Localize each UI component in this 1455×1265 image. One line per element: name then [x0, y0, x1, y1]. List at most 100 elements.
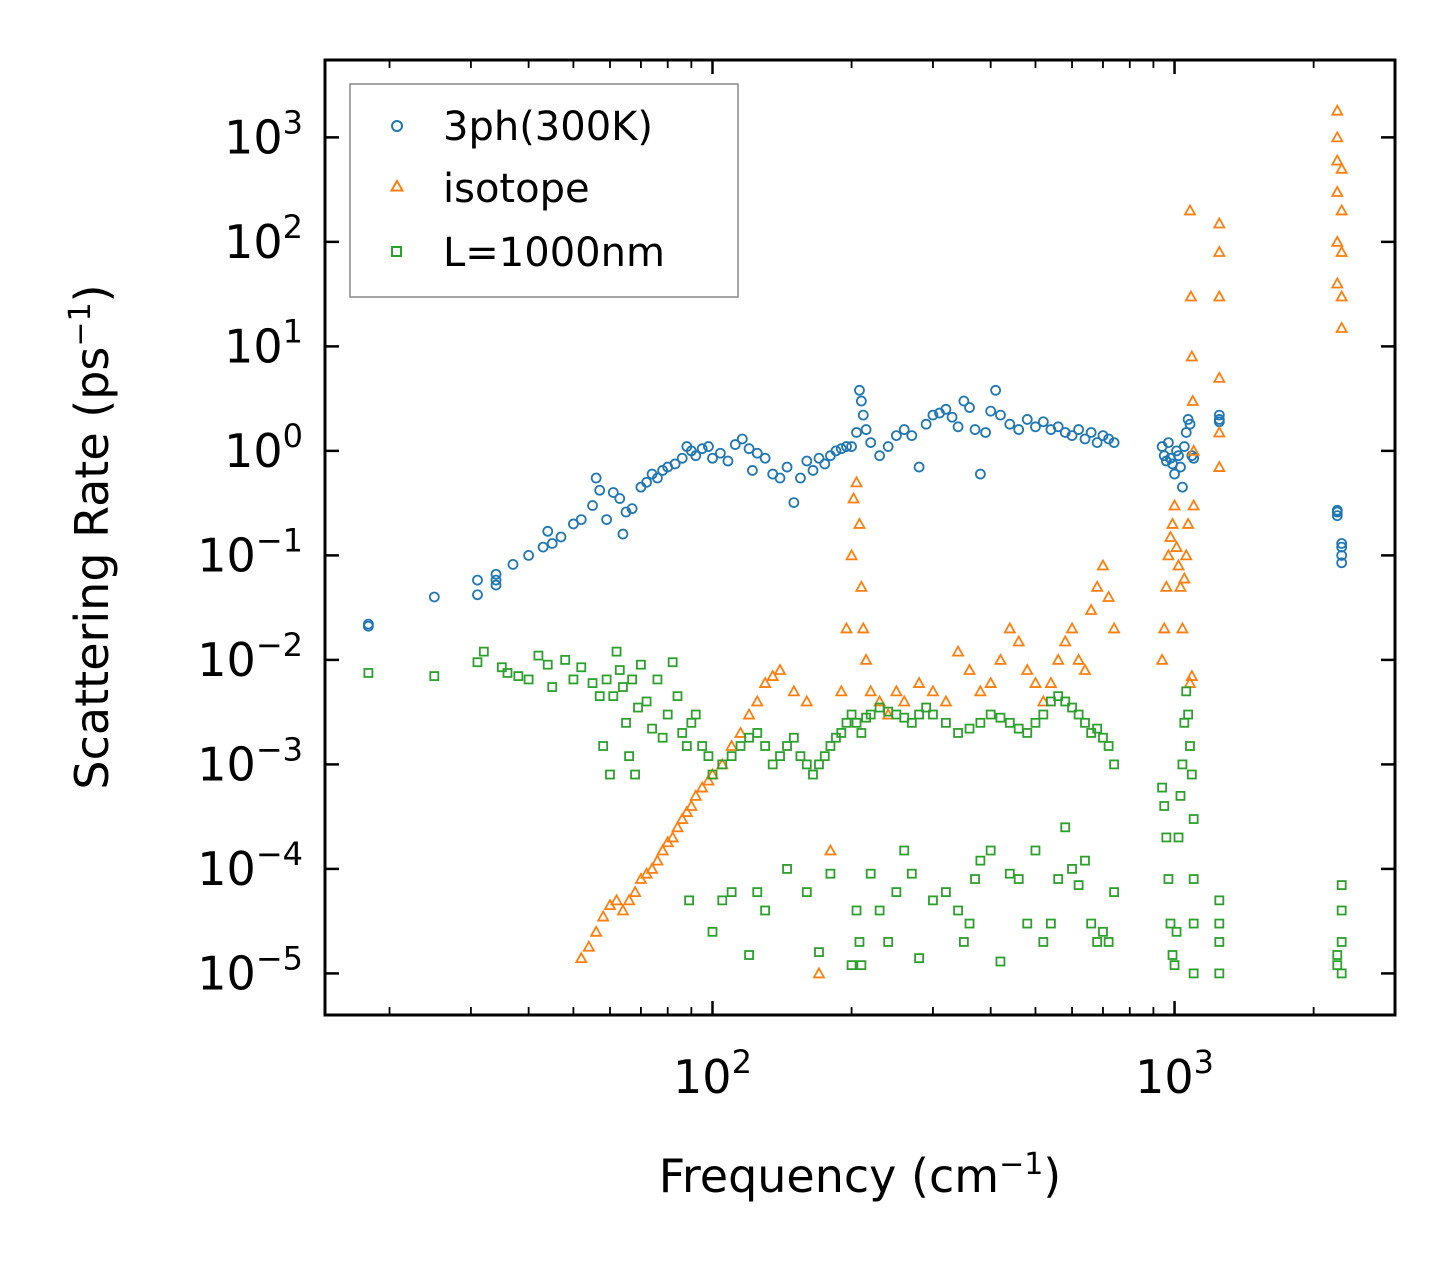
data-point — [890, 430, 902, 442]
data-point — [984, 676, 998, 688]
data-point — [666, 830, 680, 843]
data-point — [946, 411, 958, 423]
data-point — [1058, 634, 1072, 647]
data-point — [807, 465, 819, 476]
data-point — [1177, 571, 1191, 584]
data-point — [608, 691, 619, 702]
y-tick-label: 103 — [224, 103, 303, 164]
data-point — [652, 674, 663, 685]
data-point — [1171, 445, 1182, 457]
data-point — [1212, 425, 1226, 438]
data-point — [795, 751, 806, 762]
data-point — [1168, 498, 1182, 511]
data-point — [1038, 937, 1049, 947]
data-point — [1078, 663, 1092, 675]
data-point — [1161, 548, 1175, 561]
data-point — [990, 384, 1002, 396]
data-point — [1085, 427, 1097, 438]
data-point — [362, 618, 374, 630]
data-point — [726, 751, 737, 762]
data-point — [865, 868, 876, 879]
data-point — [1330, 276, 1344, 289]
data-point — [897, 694, 911, 707]
data-point — [1188, 452, 1200, 464]
data-point — [951, 644, 965, 657]
data-point — [662, 709, 673, 720]
data-point — [1187, 498, 1201, 511]
data-point — [1044, 676, 1058, 688]
data-point — [601, 674, 612, 685]
data-point — [1170, 540, 1184, 553]
data-point — [874, 450, 886, 462]
data-point — [714, 447, 726, 459]
data-point — [1166, 517, 1180, 529]
data-point — [1214, 968, 1225, 979]
data-point — [1092, 723, 1103, 734]
data-point — [1004, 868, 1015, 879]
data-point — [1213, 409, 1225, 421]
data-point — [964, 723, 975, 734]
data-point — [964, 402, 975, 413]
data-point — [523, 674, 534, 685]
data-point — [1045, 696, 1056, 707]
data-point — [630, 769, 641, 780]
data-point — [1212, 370, 1226, 383]
data-point — [1181, 517, 1195, 529]
data-point — [788, 497, 800, 509]
data-point — [1053, 874, 1064, 884]
data-point — [1185, 349, 1199, 362]
data-point — [883, 937, 894, 947]
data-point — [1012, 634, 1026, 647]
data-point — [490, 568, 502, 580]
data-point — [985, 405, 997, 417]
data-point — [1037, 416, 1049, 428]
data-point — [970, 874, 980, 884]
data-point — [847, 491, 861, 504]
data-point — [1103, 741, 1114, 751]
data-point — [614, 493, 626, 504]
data-point — [1163, 874, 1174, 884]
data-point — [1184, 418, 1196, 430]
x-tick-label: 103 — [1135, 1043, 1214, 1104]
data-point — [695, 780, 709, 793]
data-point — [1013, 424, 1025, 435]
data-point — [645, 862, 659, 874]
data-point — [568, 674, 579, 685]
data-point — [1073, 424, 1085, 435]
data-point — [598, 741, 609, 751]
data-point — [670, 820, 685, 833]
data-point — [865, 709, 876, 720]
data-point — [1060, 822, 1071, 833]
data-point — [725, 739, 739, 751]
data-point — [766, 669, 780, 681]
data-point — [856, 960, 867, 971]
legend-label-isotope: isotope — [443, 166, 590, 212]
data-point — [800, 694, 814, 707]
data-point — [621, 717, 631, 728]
data-point — [1184, 289, 1198, 302]
data-point — [1066, 430, 1078, 442]
data-point — [940, 717, 951, 728]
data-point — [801, 887, 812, 897]
data-point — [759, 452, 771, 464]
data-point — [594, 484, 606, 496]
y-axis-label-superscript: −1 — [63, 302, 98, 346]
data-point — [722, 455, 734, 467]
data-point — [590, 472, 602, 484]
data-point — [812, 966, 826, 979]
data-point — [850, 475, 864, 488]
data-point — [782, 864, 792, 874]
data-point — [1331, 510, 1343, 522]
data-point — [575, 514, 587, 526]
data-point — [641, 476, 652, 488]
data-point — [1030, 845, 1041, 856]
data-point — [703, 441, 714, 452]
data-point — [560, 654, 571, 665]
data-point — [636, 659, 646, 670]
data-point — [736, 433, 748, 445]
data-point — [851, 427, 862, 438]
data-point — [1073, 880, 1084, 890]
data-point — [985, 709, 996, 720]
data-point — [860, 424, 872, 435]
data-point — [914, 709, 925, 720]
